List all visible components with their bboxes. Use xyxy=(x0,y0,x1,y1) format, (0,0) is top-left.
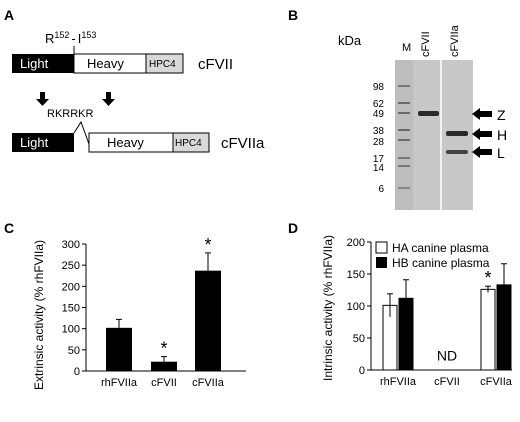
gel-marker-labels: 98 62 49 38 28 17 14 6 xyxy=(373,82,385,195)
svg-text:17: 17 xyxy=(373,154,385,165)
top-heavy-label: Heavy xyxy=(87,56,124,71)
panel-label-d: D xyxy=(288,220,298,236)
chart-c-ylabel: Extrinsic activity (% rhFVIIa) xyxy=(32,240,46,390)
chart-c-marks: rhFVIIa cFVII * cFVIIa * xyxy=(101,235,225,389)
panel-b: B kDa M cFVII cFVIIa 98 62 49 38 xyxy=(288,7,507,210)
chart-c-ytick-label: 250 xyxy=(62,260,80,272)
chart-c-ytick-label: 100 xyxy=(62,324,80,336)
chart-d-significance: * xyxy=(484,268,491,288)
chart-d-bar xyxy=(480,288,496,371)
chart-c-ytick-label: 0 xyxy=(74,366,80,378)
down-arrow-icon xyxy=(102,92,115,106)
chart-d-ytick-label: 50 xyxy=(353,333,365,345)
svg-text:49: 49 xyxy=(373,109,385,120)
band-label-h: H xyxy=(497,127,507,143)
bottom-hpc4-label: HPC4 xyxy=(175,138,202,149)
chart-d-ytick-label: 0 xyxy=(359,365,365,377)
legend-swatch-hb xyxy=(376,257,387,268)
svg-text:38: 38 xyxy=(373,126,385,137)
chart-d-category-label: cFVIIa xyxy=(480,376,513,388)
chart-c-category-label: rhFVIIa xyxy=(101,377,138,389)
bottom-light-chain xyxy=(12,133,74,152)
bottom-construct-name: cFVIIa xyxy=(221,135,265,152)
insert-sequence: RKRRKR xyxy=(47,108,94,120)
chart-c-significance: * xyxy=(160,339,167,359)
svg-text:28: 28 xyxy=(373,137,385,148)
chart-d-nd-label: ND xyxy=(437,347,457,363)
legend-label-hb: HB canine plasma xyxy=(392,256,490,270)
lane-label-marker: M xyxy=(402,42,411,54)
chart-d-category-label: rhFVIIa xyxy=(380,376,417,388)
chart-c-ytick-label: 300 xyxy=(62,239,80,251)
top-construct-name: cFVII xyxy=(198,56,233,73)
top-light-chain xyxy=(12,54,74,73)
gel-band-cfviia-h xyxy=(446,131,468,136)
chart-d-ylabel: Intrinsic activity (% rhFVIIa) xyxy=(321,235,335,381)
svg-text:98: 98 xyxy=(373,82,385,93)
gel-band-cfviia-l xyxy=(446,150,468,154)
gel-unit-label: kDa xyxy=(338,33,362,48)
chart-d-legend: HA canine plasma HB canine plasma xyxy=(375,241,490,270)
chart-d-category-label: cFVII xyxy=(434,376,460,388)
marker-ladder xyxy=(398,85,410,189)
chart-d-ytick-label: 150 xyxy=(347,269,365,281)
cleavage-site-label: R152- I153 xyxy=(45,30,96,46)
chart-c-ytick-label: 150 xyxy=(62,303,80,315)
panel-label-b: B xyxy=(288,7,298,23)
legend-swatch-ha xyxy=(375,241,388,254)
panel-c: C Extrinsic activity (% rhFVIIa) 0 50 100 1… xyxy=(4,220,246,390)
top-hpc4-label: HPC4 xyxy=(149,59,176,70)
svg-text:62: 62 xyxy=(373,99,385,110)
chart-c-bar xyxy=(195,270,221,371)
chart-d-ytick-label: 200 xyxy=(347,237,365,249)
chart-c-ytick-label: 50 xyxy=(68,345,80,357)
panel-label-c: C xyxy=(4,220,14,236)
panel-d: D Intrinsic activity (% rhFVIIa) 0 50 100 1… xyxy=(288,220,513,388)
left-arrow-icon xyxy=(472,128,492,140)
chart-d-ytick-label: 100 xyxy=(347,301,365,313)
band-label-z: Z xyxy=(497,107,506,123)
top-light-label: Light xyxy=(20,56,49,71)
insert-linker xyxy=(73,120,90,145)
legend-label-ha: HA canine plasma xyxy=(392,241,489,255)
svg-text:6: 6 xyxy=(378,184,384,195)
chart-d-axes: 0 50 100 150 200 xyxy=(347,237,512,377)
panel-label-a: A xyxy=(4,7,14,23)
bottom-hpc4-tag xyxy=(172,132,210,153)
left-arrow-icon xyxy=(472,108,492,120)
top-hpc4-tag xyxy=(145,53,184,74)
down-arrow-icon xyxy=(36,92,49,106)
gel-band-cfvii-z xyxy=(418,111,439,116)
panel-a: A R152- I153 Light Heavy HPC4 cFVII RKRRK… xyxy=(4,7,265,153)
lane-label-cfviia: cFVIIa xyxy=(449,24,461,57)
chart-c-bar xyxy=(151,361,177,371)
left-arrow-icon xyxy=(472,146,492,158)
chart-c-category-label: cFVIIa xyxy=(192,377,225,389)
lane-label-cfvii: cFVII xyxy=(420,31,432,57)
band-label-l: L xyxy=(497,145,505,161)
chart-c-bar xyxy=(106,327,132,371)
bottom-light-label: Light xyxy=(20,135,49,150)
chart-d-marks: rhFVIIa cFVII ND cFVIIa * xyxy=(380,263,513,388)
bottom-heavy-label: Heavy xyxy=(107,135,144,150)
svg-text:14: 14 xyxy=(373,163,385,174)
chart-c-significance: * xyxy=(204,235,211,255)
chart-c-category-label: cFVII xyxy=(151,377,177,389)
chart-c-ytick-label: 200 xyxy=(62,281,80,293)
